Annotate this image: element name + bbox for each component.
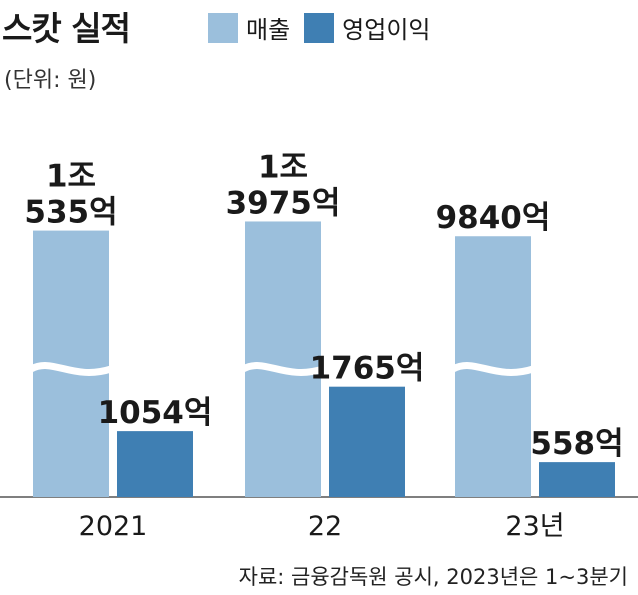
data-label-revenue-1-1: 3975억 xyxy=(226,185,341,221)
data-label-revenue-2-0: 9840억 xyxy=(436,200,551,236)
legend-swatch-operating-profit xyxy=(304,12,335,43)
legend: 매출 영업이익 xyxy=(208,10,445,45)
unit-note: (단위: 원) xyxy=(4,68,97,93)
legend-swatch-revenue xyxy=(208,12,238,43)
data-label-revenue-0-1: 535억 xyxy=(24,195,117,231)
x-tick-label-2: 23년 xyxy=(505,511,564,542)
bar-operating-profit-0 xyxy=(117,431,193,497)
legend-item-revenue: 매출 xyxy=(208,10,290,45)
data-label-revenue-0-0: 1조 xyxy=(46,159,96,195)
data-label-operating-profit-1: 1765억 xyxy=(310,351,425,387)
legend-label-revenue: 매출 xyxy=(246,16,291,44)
legend-item-operating-profit: 영업이익 xyxy=(304,10,431,45)
bar-revenue-1 xyxy=(245,221,321,497)
source-note: 자료: 금융감독원 공시, 2023년은 1~3분기 xyxy=(238,565,628,589)
data-label-revenue-1-0: 1조 xyxy=(258,149,308,185)
bar-operating-profit-2 xyxy=(539,462,615,497)
data-label-operating-profit-0: 1054억 xyxy=(98,395,213,431)
axis-break-mark-2 xyxy=(451,362,535,376)
axis-break-mark-0 xyxy=(29,362,113,376)
axis-break-mark-1 xyxy=(241,362,325,376)
x-tick-label-1: 22 xyxy=(308,511,342,542)
data-label-operating-profit-2: 558억 xyxy=(530,426,623,462)
bar-operating-profit-1 xyxy=(329,386,405,497)
x-tick-label-0: 2021 xyxy=(79,511,148,542)
legend-label-operating-profit: 영업이익 xyxy=(342,16,431,44)
chart-title: 스캇 실적 xyxy=(2,9,131,48)
